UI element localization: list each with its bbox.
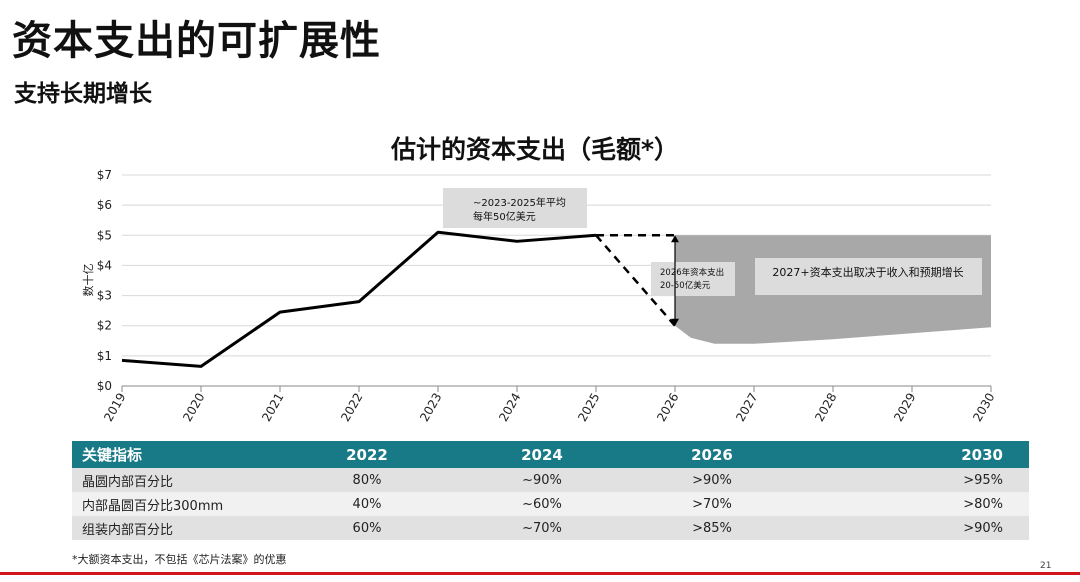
table-cell: 晶圆内部百分比 [72,468,282,492]
table-cell: 80% [282,468,452,492]
key-metrics-table: 关键指标 2022 2024 2026 2030 晶圆内部百分比 80% ~90… [72,441,1029,540]
x-tick-label: 2030 [970,391,997,424]
table-cell: 组装内部百分比 [72,516,282,540]
table-row: 晶圆内部百分比 80% ~90% >90% >95% [72,468,1029,492]
table-header-row: 关键指标 2022 2024 2026 2030 [72,441,1029,468]
annotation-box-2026 [651,262,735,296]
series-layer [121,230,676,368]
table-cell: ~60% [452,492,632,516]
y-tick-label: $0 [97,379,112,393]
table-cell: >90% [792,516,1029,540]
annotation-text-2027: 2027+资本支出取决于收入和预期增长 [772,265,963,279]
y-tick-label: $4 [97,258,112,272]
table-cell: >90% [632,468,792,492]
annotation-text-2026: 20-50亿美元 [660,280,711,291]
table-row: 组装内部百分比 60% ~70% >85% >90% [72,516,1029,540]
y-tick-label: $7 [97,168,112,182]
x-tick-label: 2029 [891,391,918,424]
table-row: 内部晶圆百分比300mm 40% ~60% >70% >80% [72,492,1029,516]
x-tick-label: 2024 [496,391,523,424]
y-tick-label: $6 [97,198,112,212]
y-tick-label: $2 [97,319,112,333]
table-cell: ~70% [452,516,632,540]
range-arrow-head-up [671,235,679,243]
table-cell: >80% [792,492,1029,516]
x-tick-label: 2026 [654,391,681,424]
y-axis-label: 数十亿 [81,264,95,297]
x-tick-label: 2027 [733,391,760,424]
footer-accent-line [0,572,1080,575]
page-number: 21 [1040,561,1052,571]
header-2024: 2024 [452,441,632,468]
x-tick-label: 2028 [812,391,839,424]
y-tick-label: $1 [97,349,112,363]
x-tick-label: 2020 [180,391,207,424]
slide-title: 资本支出的可扩展性 [12,18,381,64]
annotation-text-avg: 每年50亿美元 [473,210,536,223]
x-tick-label: 2022 [338,391,365,424]
y-tick-label: $3 [97,289,112,303]
annotation-box-2027 [755,258,982,295]
table-cell: 内部晶圆百分比300mm [72,492,282,516]
header-2030: 2030 [792,441,1029,468]
annotation-box-avg [443,188,587,228]
footnote: *大额资本支出，不包括《芯片法案》的优惠 [72,553,287,566]
chart-title: 估计的资本支出（毛额*） [390,135,679,164]
header-2026: 2026 [632,441,792,468]
table-cell: >70% [632,492,792,516]
table-cell: >85% [632,516,792,540]
x-tick-label: 2025 [575,391,602,424]
header-metric: 关键指标 [72,441,282,468]
header-2022: 2022 [282,441,452,468]
table-cell: 40% [282,492,452,516]
annotation-text-avg: ~2023-2025年平均 [473,196,566,209]
x-tick-label: 2023 [417,391,444,424]
projection-low-line [595,234,676,327]
x-tick-label: 2021 [259,391,286,424]
y-tick-label: $5 [97,228,112,242]
range-arrow-head-down [671,318,679,326]
slide-subtitle: 支持长期增长 [14,81,152,107]
capex-actual-line [121,230,597,368]
table-cell: 60% [282,516,452,540]
table-cell: >95% [792,468,1029,492]
annotation-text-2026: 2026年资本支出 [660,267,724,278]
x-tick-label: 2019 [101,391,128,424]
table-cell: ~90% [452,468,632,492]
